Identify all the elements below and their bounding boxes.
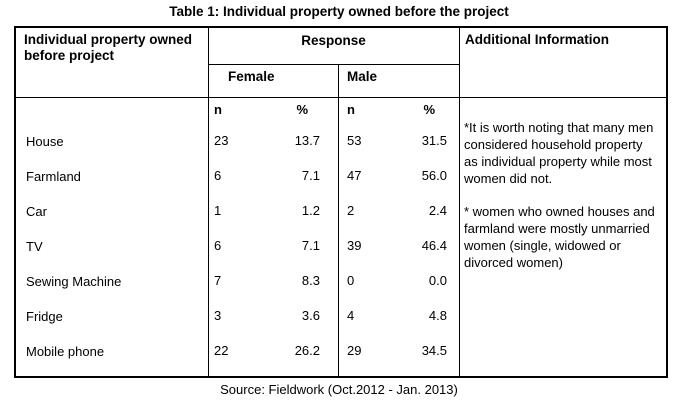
male-pct-value: 31.5 (421, 133, 447, 148)
property-name: Sewing Machine (26, 274, 122, 289)
male-n-value: 2 (347, 203, 355, 218)
data-table: Individual property owned before project… (14, 26, 668, 378)
female-pct-value: 1.2 (301, 203, 320, 218)
male-values: 4 4.8 (338, 303, 459, 338)
female-values: 7 8.3 (208, 268, 338, 303)
female-n-value: 1 (214, 203, 222, 218)
female-n-value: 6 (214, 168, 222, 183)
column-divider (459, 28, 460, 376)
header-female: Female (228, 69, 275, 84)
subheader-male-pct: % (423, 102, 435, 117)
female-n-value: 7 (214, 273, 222, 288)
header-male: Male (347, 69, 378, 84)
header-property-column: Individual property owned before project (24, 32, 193, 63)
male-values: 0 0.0 (338, 268, 459, 303)
subheader-male-n: n (347, 102, 355, 117)
female-pct-value: 3.6 (301, 308, 320, 323)
row-divider (208, 64, 460, 65)
female-values: 23 13.7 (208, 128, 338, 163)
subheader-female-n: n (214, 102, 222, 117)
male-n-value: 47 (347, 168, 362, 183)
additional-information-notes: *It is worth noting that many men consid… (459, 97, 666, 376)
header-additional-information: Additional Information (465, 32, 609, 47)
male-values: 29 34.5 (338, 338, 459, 373)
female-values: 6 7.1 (208, 163, 338, 198)
subheader-male: n % (338, 97, 459, 128)
male-values: 2 2.4 (338, 198, 459, 233)
male-values: 39 46.4 (338, 233, 459, 268)
property-name: Farmland (26, 169, 81, 184)
header-response: Response (301, 33, 366, 48)
male-n-value: 39 (347, 238, 362, 253)
column-divider (338, 64, 339, 376)
female-pct-value: 7.1 (301, 238, 320, 253)
property-name: House (26, 134, 64, 149)
property-name: Fridge (26, 309, 63, 324)
property-name: Car (26, 204, 47, 219)
female-n-value: 23 (214, 133, 229, 148)
source-line: Source: Fieldwork (Oct.2012 - Jan. 2013) (220, 382, 458, 397)
male-pct-value: 46.4 (421, 238, 447, 253)
property-name: Mobile phone (26, 344, 105, 359)
female-pct-value: 26.2 (294, 343, 320, 358)
subheader-female-pct: % (296, 102, 308, 117)
note-paragraph: *It is worth noting that many men consid… (464, 120, 654, 186)
row-divider (16, 97, 666, 98)
male-values: 53 31.5 (338, 128, 459, 163)
note-paragraph: * women who owned houses and farmland we… (464, 204, 655, 270)
female-n-value: 22 (214, 343, 229, 358)
property-name: TV (26, 239, 43, 254)
male-pct-value: 0.0 (428, 273, 447, 288)
female-values: 6 7.1 (208, 233, 338, 268)
male-pct-value: 4.8 (428, 308, 447, 323)
female-pct-value: 7.1 (301, 168, 320, 183)
female-pct-value: 8.3 (301, 273, 320, 288)
male-n-value: 53 (347, 133, 362, 148)
male-pct-value: 2.4 (428, 203, 447, 218)
female-n-value: 3 (214, 308, 222, 323)
male-pct-value: 56.0 (421, 168, 447, 183)
female-n-value: 6 (214, 238, 222, 253)
female-pct-value: 13.7 (294, 133, 320, 148)
female-values: 3 3.6 (208, 303, 338, 338)
female-values: 22 26.2 (208, 338, 338, 373)
male-n-value: 4 (347, 308, 355, 323)
male-n-value: 0 (347, 273, 355, 288)
male-n-value: 29 (347, 343, 362, 358)
female-values: 1 1.2 (208, 198, 338, 233)
subheader-female: n % (208, 97, 338, 128)
male-pct-value: 34.5 (421, 343, 447, 358)
column-divider (208, 28, 209, 376)
male-values: 47 56.0 (338, 163, 459, 198)
table-caption: Table 1: Individual property owned befor… (169, 4, 509, 19)
